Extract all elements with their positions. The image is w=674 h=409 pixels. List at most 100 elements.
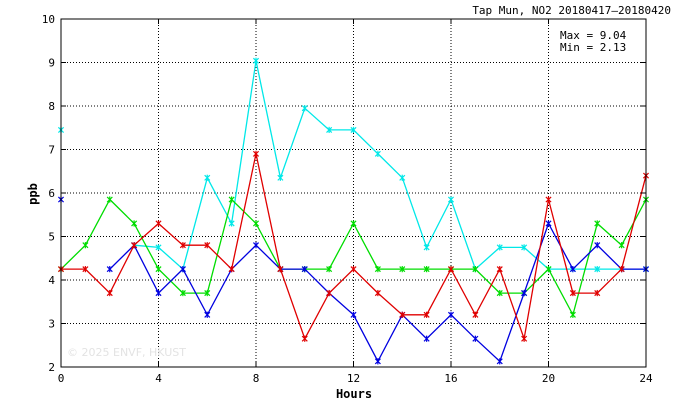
series-line bbox=[60, 198, 647, 317]
data-point bbox=[423, 311, 430, 318]
data-point bbox=[618, 266, 625, 273]
data-point bbox=[423, 266, 430, 273]
data-point bbox=[350, 266, 357, 273]
data-point bbox=[204, 242, 211, 249]
data-point bbox=[594, 266, 601, 273]
data-point bbox=[374, 358, 381, 365]
data-point bbox=[521, 244, 528, 251]
data-point bbox=[399, 266, 406, 273]
y-tick-label: 6 bbox=[48, 187, 55, 200]
data-point bbox=[496, 266, 503, 273]
y-tick-label: 9 bbox=[48, 57, 55, 70]
data-point bbox=[569, 266, 576, 273]
data-point bbox=[326, 289, 333, 297]
y-axis-label: ppb bbox=[26, 183, 40, 205]
data-point bbox=[204, 311, 211, 318]
series-0 bbox=[57, 57, 650, 273]
data-point bbox=[301, 105, 308, 112]
data-point bbox=[155, 244, 162, 251]
x-tick-label: 24 bbox=[639, 372, 653, 385]
copyright-watermark: © 2025 ENVF, HKUST bbox=[67, 346, 186, 359]
data-point bbox=[374, 266, 381, 273]
data-point bbox=[204, 289, 211, 297]
x-axis-label: Hours bbox=[336, 387, 372, 401]
data-point bbox=[106, 266, 113, 273]
x-tick-label: 8 bbox=[253, 372, 260, 385]
data-point bbox=[399, 174, 406, 181]
x-tick-label: 4 bbox=[155, 372, 162, 385]
data-point bbox=[204, 174, 211, 181]
data-point bbox=[472, 266, 479, 273]
data-point bbox=[228, 196, 235, 203]
data-point bbox=[447, 266, 455, 273]
data-point bbox=[277, 266, 284, 273]
chart-title: Tap Mun, NO2 20180417–20180420 bbox=[472, 4, 671, 17]
min-annotation: Min = 2.13 bbox=[560, 41, 626, 54]
data-point bbox=[106, 289, 113, 297]
data-point bbox=[301, 335, 308, 342]
data-point bbox=[228, 220, 235, 227]
data-point bbox=[155, 220, 162, 227]
y-tick-label: 7 bbox=[48, 144, 55, 157]
x-tick-label: 16 bbox=[444, 372, 457, 385]
data-point bbox=[545, 266, 552, 273]
y-tick-label: 8 bbox=[48, 100, 55, 113]
data-point bbox=[277, 174, 284, 181]
x-tick-label: 12 bbox=[347, 372, 360, 385]
data-point bbox=[496, 289, 503, 297]
x-tick-label: 0 bbox=[58, 372, 65, 385]
data-point bbox=[447, 311, 455, 318]
data-point bbox=[569, 311, 576, 318]
data-point bbox=[545, 196, 552, 203]
data-point bbox=[179, 242, 186, 249]
data-point bbox=[179, 266, 186, 273]
data-point bbox=[569, 289, 576, 297]
data-point bbox=[472, 311, 479, 318]
grid bbox=[61, 19, 646, 367]
data-point bbox=[594, 242, 601, 249]
data-point bbox=[82, 242, 89, 249]
data-point bbox=[399, 311, 406, 318]
data-point bbox=[252, 57, 260, 64]
data-point bbox=[594, 289, 601, 297]
data-point bbox=[131, 220, 138, 227]
data-point bbox=[131, 242, 138, 249]
y-tick-label: 2 bbox=[48, 361, 55, 374]
data-point bbox=[545, 220, 552, 227]
data-point bbox=[350, 126, 357, 134]
data-point bbox=[447, 196, 455, 203]
y-tick-label: 10 bbox=[42, 13, 55, 26]
x-tick-label: 20 bbox=[542, 372, 555, 385]
max-annotation: Max = 9.04 bbox=[560, 29, 627, 42]
data-point bbox=[106, 196, 113, 203]
y-tick-label: 5 bbox=[48, 231, 55, 244]
data-point bbox=[301, 266, 308, 273]
data-point bbox=[155, 266, 162, 273]
data-point bbox=[252, 220, 260, 227]
data-point bbox=[423, 244, 430, 251]
series-2 bbox=[57, 196, 650, 365]
data-point bbox=[618, 242, 625, 249]
data-point bbox=[179, 289, 186, 297]
data-point bbox=[326, 266, 333, 273]
series-line bbox=[134, 60, 646, 271]
data-point bbox=[423, 335, 430, 342]
data-point bbox=[82, 266, 89, 273]
data-point bbox=[374, 150, 381, 157]
data-point bbox=[350, 220, 357, 227]
data-point bbox=[594, 220, 601, 227]
data-point bbox=[496, 244, 503, 251]
y-tick-label: 4 bbox=[48, 274, 55, 287]
series-3 bbox=[57, 150, 650, 342]
y-tick-label: 3 bbox=[48, 318, 55, 331]
data-point bbox=[521, 289, 528, 297]
data-point bbox=[228, 266, 235, 273]
data-point bbox=[521, 335, 528, 342]
data-point bbox=[326, 126, 333, 134]
data-point bbox=[350, 311, 357, 318]
data-point bbox=[252, 150, 260, 157]
data-point bbox=[374, 289, 381, 297]
data-point bbox=[496, 358, 503, 365]
data-point bbox=[252, 242, 260, 249]
